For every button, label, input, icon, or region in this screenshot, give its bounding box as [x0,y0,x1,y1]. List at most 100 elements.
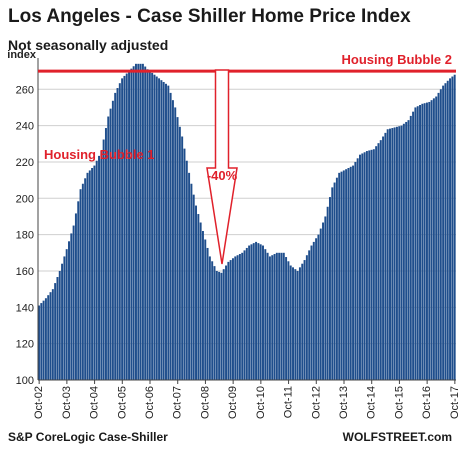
bar [63,256,66,380]
bar [155,76,158,380]
bar [342,170,345,380]
chart-title: Los Angeles - Case Shiller Home Price In… [8,6,411,27]
bar [151,72,154,380]
bar [266,252,269,380]
bar [241,252,244,380]
bar [287,261,290,380]
y-tick-label: 160 [16,266,34,278]
bar [153,74,156,380]
bar [95,160,98,380]
bar [259,244,262,380]
bar [453,74,456,380]
bar [264,249,267,380]
bar [167,85,170,380]
bar [315,238,318,380]
bar [331,187,334,380]
y-tick-label: 180 [16,230,34,242]
bar [208,256,211,380]
bar [104,128,107,380]
bar [382,136,385,380]
bar [345,169,348,380]
bar [340,171,343,380]
bar [419,105,422,381]
bar [49,292,52,380]
chart-subtitle: Not seasonally adjusted [8,37,169,53]
bar [51,289,54,380]
x-tick-label: Oct-07 [172,386,184,419]
bar [185,160,188,380]
bar [444,83,447,380]
bar [446,80,449,380]
bar [257,243,260,380]
x-tick-label: Oct-11 [283,386,295,418]
y-tick-label: 100 [16,375,34,387]
bar [190,183,193,380]
source-label: S&P CoreLogic Case-Shiller [8,430,168,444]
bar [195,205,197,380]
bar [292,267,294,380]
bar [111,100,114,380]
bar [409,115,412,380]
bar [40,303,43,380]
bar [213,266,216,380]
bar [144,66,147,381]
x-tick-label: Oct-08 [199,386,211,419]
bar [137,63,140,381]
x-tick-label: Oct-06 [144,386,156,419]
bar [421,103,424,381]
bar [100,151,103,380]
x-tick-label: Oct-05 [116,386,128,419]
y-tick-label: 200 [16,193,34,205]
bar [204,239,207,380]
bar [243,250,246,380]
bar [206,247,209,380]
y-tick-label: 120 [16,339,34,351]
bar [289,265,292,380]
bar [335,177,338,380]
bar [123,75,126,380]
bar [220,272,223,380]
bar [81,183,84,380]
annotation-bubble-1: Housing Bubble 1 [44,147,155,162]
bar [416,106,419,381]
bar [128,71,131,380]
bar [449,78,452,381]
bar [338,172,341,380]
bar [158,78,161,381]
bar [305,255,308,380]
bar [377,143,380,380]
bar [294,269,297,380]
bar [234,256,237,380]
bar [88,170,91,380]
bar [79,189,82,380]
bar [162,81,165,380]
bar [121,78,124,381]
bar [148,71,151,380]
bar [86,172,89,380]
bar [442,85,445,380]
bar [379,140,382,380]
bar [301,263,304,380]
bar [282,252,285,380]
brand-label: WOLFSTREET.com [342,430,452,444]
bar [389,128,391,380]
bar [141,63,144,381]
bar [303,260,306,380]
bar [386,129,389,380]
bar [68,241,70,380]
bar [312,241,315,380]
bar [171,100,174,380]
bar [393,127,396,380]
bar [70,233,73,380]
bar [365,151,368,380]
bar [425,102,428,380]
bar [268,256,271,380]
bar [412,111,415,380]
x-tick-label: Oct-09 [227,386,239,419]
bar [280,252,283,380]
bar [423,103,426,380]
x-tick-label: Oct-14 [366,386,378,419]
bar [398,126,401,380]
bar [238,254,241,380]
bar [181,136,184,380]
